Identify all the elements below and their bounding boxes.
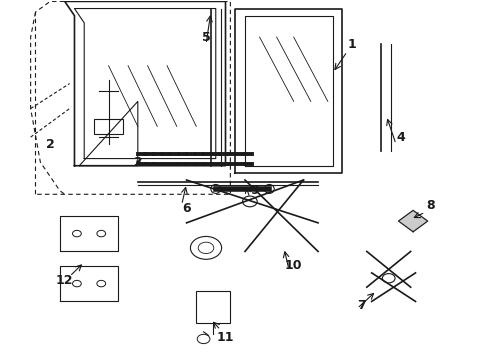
Text: 3: 3 [133,156,142,168]
Text: 8: 8 [426,198,435,212]
Text: 4: 4 [396,131,405,144]
Bar [94,119,123,134]
Text: 12: 12 [56,274,74,287]
Text: 6: 6 [182,202,191,215]
Bar [196,291,230,323]
Text: 9: 9 [250,184,259,197]
Text: 10: 10 [285,259,302,272]
Polygon shape [398,210,428,232]
Text: 2: 2 [46,138,54,151]
Text: 11: 11 [217,331,234,344]
Text: 1: 1 [348,38,357,51]
Text: 7: 7 [358,298,367,311]
Text: 5: 5 [202,31,210,44]
